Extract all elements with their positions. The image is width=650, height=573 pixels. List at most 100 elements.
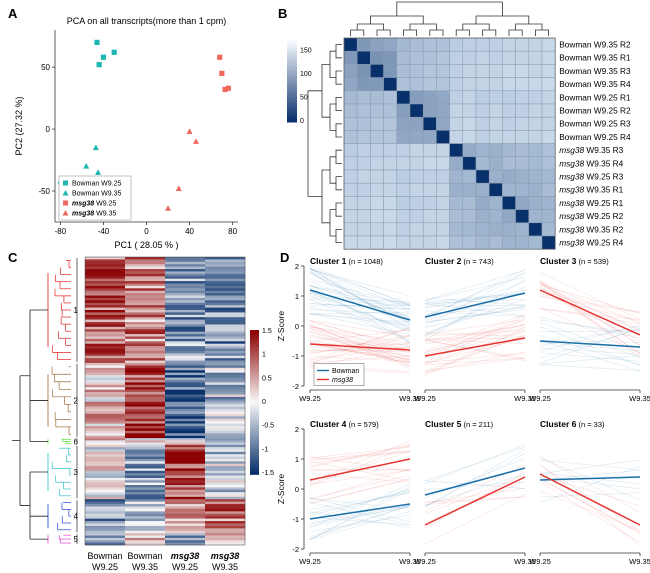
heatmap-cell [396,156,411,171]
row-label: Bowman W9.25 R3 [559,119,631,129]
trend-line-faint [539,364,641,371]
heatmap-cell [165,501,206,505]
heatmap-cell [205,416,246,420]
heatmap-cell [383,222,398,237]
row-label: Bowman W9.25 R4 [559,132,631,142]
heatmap-cell [85,314,126,318]
heatmap-cell [85,302,126,306]
trend-line-faint [424,315,526,358]
trend-line-faint [309,268,411,305]
heatmap-cell [165,404,206,407]
trend-line-faint [309,461,411,482]
heatmap-cell [125,336,166,340]
heatmap-cell [205,377,246,381]
column-label: W9.35 [212,562,238,572]
heatmap-cell [125,392,166,395]
heatmap-cell [85,482,126,486]
heatmap-cell [165,533,206,536]
heatmap-cell [370,209,384,224]
heatmap-cell [165,392,206,395]
heatmap-cell [541,209,556,224]
cluster-label: 5 [74,535,79,544]
dendrogram-branch [335,97,342,111]
heatmap-cell [85,384,126,388]
row-label: Bowman W9.35 R1 [559,53,631,63]
heatmap-cell [165,513,206,517]
heatmap-cell [165,273,206,277]
heatmap-cell [85,528,126,532]
trend-line-faint [309,309,411,315]
heatmap-cell [85,324,126,328]
heatmap-cell [85,406,126,410]
heatmap-cell [409,209,424,224]
colorbar-segment [287,66,297,70]
heatmap-cell [125,447,166,450]
heatmap-cell [488,103,503,118]
heatmap-cell [165,401,206,405]
heatmap-cell [125,535,166,539]
trend-line-faint [309,483,411,528]
trend-line-faint [424,475,526,515]
trend-line-faint [309,511,411,541]
heatmap-cell [165,438,206,441]
dendrogram-branch [321,64,330,118]
colorbar-segment [287,120,297,123]
heatmap-cell [205,428,246,432]
heatmap-cell [85,377,126,381]
heatmap-cell [343,130,358,144]
column-label: msg38 [171,551,200,561]
cluster-label: 6 [74,437,79,446]
trend-line-faint [539,340,641,372]
trend-line-faint [424,319,526,335]
colorbar-segment [250,433,259,437]
column-label: W9.25 [92,562,118,572]
trend-line-faint [309,450,411,485]
heatmap-cell [85,428,126,432]
heatmap-cell [85,421,126,424]
heatmap-cell [436,77,450,92]
heatmap-cell [356,90,371,105]
colorbar-tick-label: 150 [300,47,312,54]
heatmap-cell [205,269,246,272]
heatmap-cell [356,64,371,78]
heatmap-cell [396,196,411,210]
trend-line-faint [309,498,411,510]
heatmap-cell [205,470,246,474]
heatmap-cell [205,533,246,536]
legend-label: Bowman [332,368,359,375]
heatmap-cell [515,169,530,184]
heatmap-cell [85,326,126,330]
trend-line-faint [309,329,411,342]
y-tick-label: 50 [41,63,50,72]
heatmap-cell [125,525,166,529]
trend-line-faint [539,295,641,322]
dendrogram-branch [515,23,543,30]
column-label: W9.25 [172,562,198,572]
dendrogram-branch [329,209,336,237]
heatmap-cell [85,463,126,467]
dendrogram-branch [307,90,322,197]
heatmap-cell [165,440,206,443]
heatmap-cell [125,285,166,289]
trend-line-faint [309,271,411,320]
colorbar-segment [287,58,297,61]
heatmap-cell [205,375,246,378]
x-tick-label: W9.35 [399,394,421,403]
trend-line-faint [309,296,411,303]
heatmap-cell [125,276,166,279]
heatmap-cell [205,297,246,301]
heatmap-cell [462,50,477,65]
row-label: Bowman W9.35 R4 [559,79,631,89]
heatmap-cell [85,350,126,354]
trend-line-faint [424,339,526,359]
x-tick-label: W9.35 [629,557,650,566]
trend-line-faint [539,459,641,474]
colorbar-segment [287,74,297,78]
heatmap-cell [475,64,490,78]
mean-line-bowman [424,292,526,318]
heatmap-cell [85,307,126,311]
heatmap-cell [85,365,126,369]
heatmap-cell [205,406,246,410]
trend-line-faint [539,481,641,544]
heatmap-cell [205,421,246,424]
